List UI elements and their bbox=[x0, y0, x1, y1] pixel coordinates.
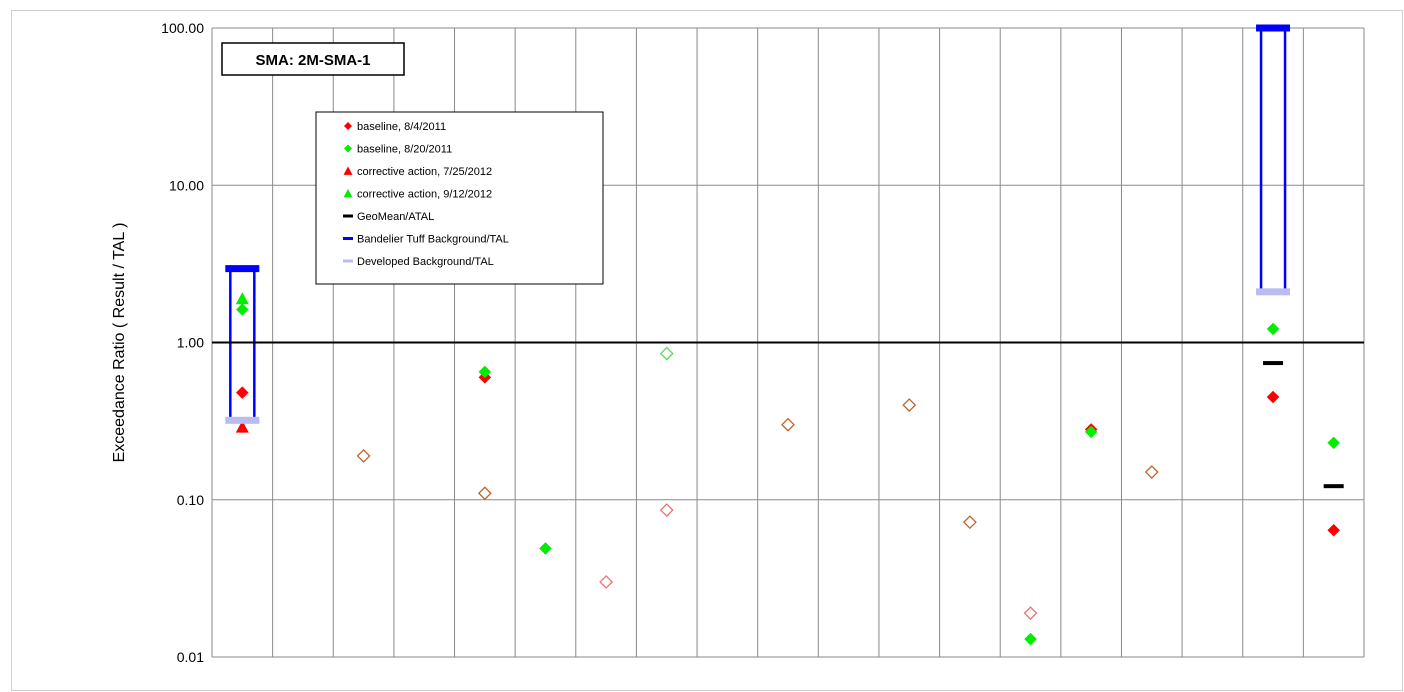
legend-label: corrective action, 7/25/2012 bbox=[357, 166, 492, 178]
nondetect-point bbox=[902, 398, 917, 412]
data-point-diamond bbox=[1327, 523, 1341, 537]
legend-marker-dash bbox=[343, 237, 353, 240]
legend-marker-triangle bbox=[343, 189, 353, 198]
data-point-triangle bbox=[235, 420, 249, 433]
nondetect-point bbox=[356, 448, 371, 463]
nondetect-point bbox=[1144, 465, 1159, 479]
y-tick-label: 0.10 bbox=[177, 492, 204, 508]
y-tick-label: 0.01 bbox=[177, 649, 204, 665]
data-point-diamond bbox=[235, 386, 249, 399]
chart-frame bbox=[11, 10, 1403, 691]
legend-marker-diamond bbox=[344, 122, 352, 130]
data-point-diamond bbox=[1327, 436, 1341, 450]
nondetect-point bbox=[659, 346, 674, 361]
legend-label: corrective action, 9/12/2012 bbox=[357, 189, 492, 201]
legend-label: baseline, 8/20/2011 bbox=[357, 144, 452, 156]
data-point-diamond bbox=[1024, 632, 1037, 646]
bandelier-background-marker bbox=[1256, 24, 1291, 32]
chart-title: SMA: 2M-SMA-1 bbox=[256, 52, 371, 69]
legend-label: baseline, 8/4/2011 bbox=[357, 121, 446, 133]
legend-box bbox=[315, 111, 604, 285]
data-point-diamond bbox=[1266, 390, 1280, 404]
legend-marker-triangle bbox=[343, 166, 353, 175]
legend-label: Bandelier Tuff Background/TAL bbox=[357, 234, 509, 246]
nondetect-point bbox=[962, 515, 977, 530]
y-tick-label: 100.00 bbox=[161, 20, 204, 36]
legend-label: Developed Background/TAL bbox=[357, 256, 494, 268]
y-axis-title: Exceedance Ratio ( Result / TAL ) bbox=[111, 223, 128, 463]
geomean-marker bbox=[1263, 361, 1284, 366]
y-tick-label: 10.00 bbox=[169, 177, 204, 193]
nondetect-point bbox=[659, 503, 674, 517]
developed-background-marker bbox=[225, 416, 260, 424]
legend-marker-dash bbox=[343, 214, 353, 218]
background-range-box bbox=[1259, 26, 1287, 294]
sma-label: SMA: 2M-SMA-1 bbox=[221, 42, 405, 76]
legend-marker-dash bbox=[343, 259, 353, 263]
nondetect-point bbox=[599, 575, 614, 589]
data-point-diamond bbox=[1266, 322, 1280, 336]
nondetect-point bbox=[1023, 606, 1038, 621]
y-tick-label: 1.00 bbox=[177, 335, 204, 351]
legend-marker-diamond bbox=[344, 144, 352, 153]
bandelier-background-marker bbox=[225, 265, 260, 273]
legend-label: GeoMean/ATAL bbox=[357, 211, 434, 223]
legend: baseline, 8/4/2011 baseline, 8/20/2011 cor… bbox=[315, 111, 604, 285]
data-point-diamond bbox=[235, 303, 249, 316]
data-point-diamond bbox=[1084, 425, 1098, 439]
data-point-diamond bbox=[539, 542, 552, 555]
sma-label-box bbox=[221, 42, 405, 76]
nondetect-point bbox=[781, 417, 795, 432]
developed-background-marker bbox=[1256, 288, 1291, 296]
data-point-diamond bbox=[478, 365, 492, 379]
nondetect-point bbox=[477, 486, 492, 501]
data-point-triangle bbox=[235, 292, 249, 305]
geomean-marker bbox=[1323, 484, 1344, 489]
